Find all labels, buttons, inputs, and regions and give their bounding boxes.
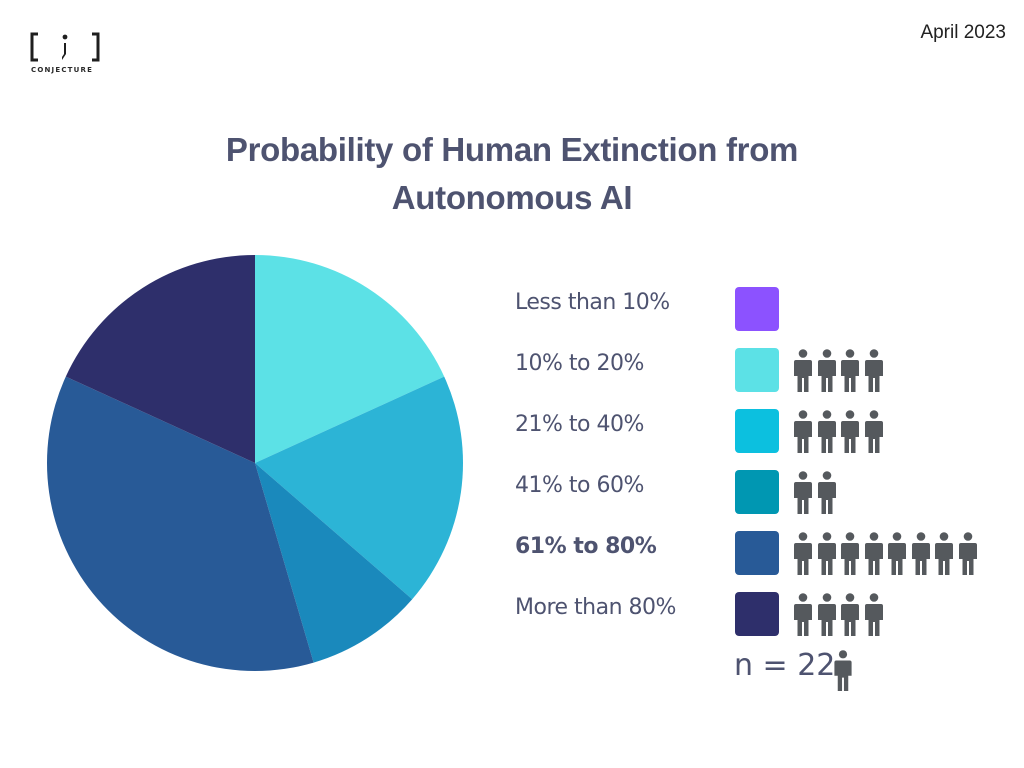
legend-swatch-41-to-60 bbox=[735, 470, 779, 514]
pie-slice-41-to-60 bbox=[255, 463, 413, 663]
person-icon bbox=[817, 593, 837, 641]
chart-title: Probability of Human Extinction from Aut… bbox=[0, 126, 1024, 222]
person-icon bbox=[793, 471, 813, 519]
logo-text: CONJECTURE bbox=[31, 66, 94, 74]
person-icon bbox=[911, 532, 931, 580]
person-icon bbox=[793, 349, 813, 397]
legend-label-61-to-80: 61% to 80% bbox=[515, 534, 657, 559]
person-icon bbox=[864, 349, 884, 397]
person-icon bbox=[817, 471, 837, 519]
legend-swatch-21-to-40 bbox=[735, 409, 779, 453]
legend-swatch-61-to-80 bbox=[735, 531, 779, 575]
person-icon bbox=[793, 593, 813, 641]
pie-slice-more-than-80 bbox=[65, 255, 256, 463]
person-icon bbox=[817, 410, 837, 458]
sample-size: n = 22 bbox=[734, 648, 836, 683]
person-icon bbox=[793, 532, 813, 580]
logo-mark-icon bbox=[30, 32, 100, 62]
legend-label-10-to-20: 10% to 20% bbox=[515, 351, 644, 376]
pie-slice-10-to-20 bbox=[255, 255, 445, 463]
pie-chart bbox=[47, 255, 464, 671]
legend-swatch-10-to-20 bbox=[735, 348, 779, 392]
person-icon bbox=[840, 349, 860, 397]
person-icon bbox=[864, 532, 884, 580]
pie-slice-21-to-40 bbox=[255, 376, 464, 600]
legend-label-41-to-60: 41% to 60% bbox=[515, 473, 644, 498]
person-icon bbox=[834, 650, 852, 692]
legend-label-more-than-80: More than 80% bbox=[515, 595, 676, 620]
person-icon bbox=[887, 532, 907, 580]
person-icon bbox=[840, 532, 860, 580]
legend-swatch-less-than-10 bbox=[735, 287, 779, 331]
chart-title-line-2: Autonomous AI bbox=[391, 179, 633, 216]
person-icon bbox=[840, 593, 860, 641]
person-icon bbox=[793, 410, 813, 458]
person-icon bbox=[817, 349, 837, 397]
person-icon bbox=[958, 532, 978, 580]
chart-title-line-1: Probability of Human Extinction from bbox=[225, 131, 799, 168]
person-icon bbox=[864, 410, 884, 458]
person-icon bbox=[864, 593, 884, 641]
person-icon bbox=[934, 532, 954, 580]
legend-label-less-than-10: Less than 10% bbox=[515, 290, 670, 315]
legend-swatch-more-than-80 bbox=[735, 592, 779, 636]
person-icon bbox=[817, 532, 837, 580]
pie-slice-61-to-80 bbox=[47, 376, 314, 671]
legend-label-21-to-40: 21% to 40% bbox=[515, 412, 644, 437]
person-icon bbox=[840, 410, 860, 458]
report-date: April 2023 bbox=[920, 22, 1006, 43]
